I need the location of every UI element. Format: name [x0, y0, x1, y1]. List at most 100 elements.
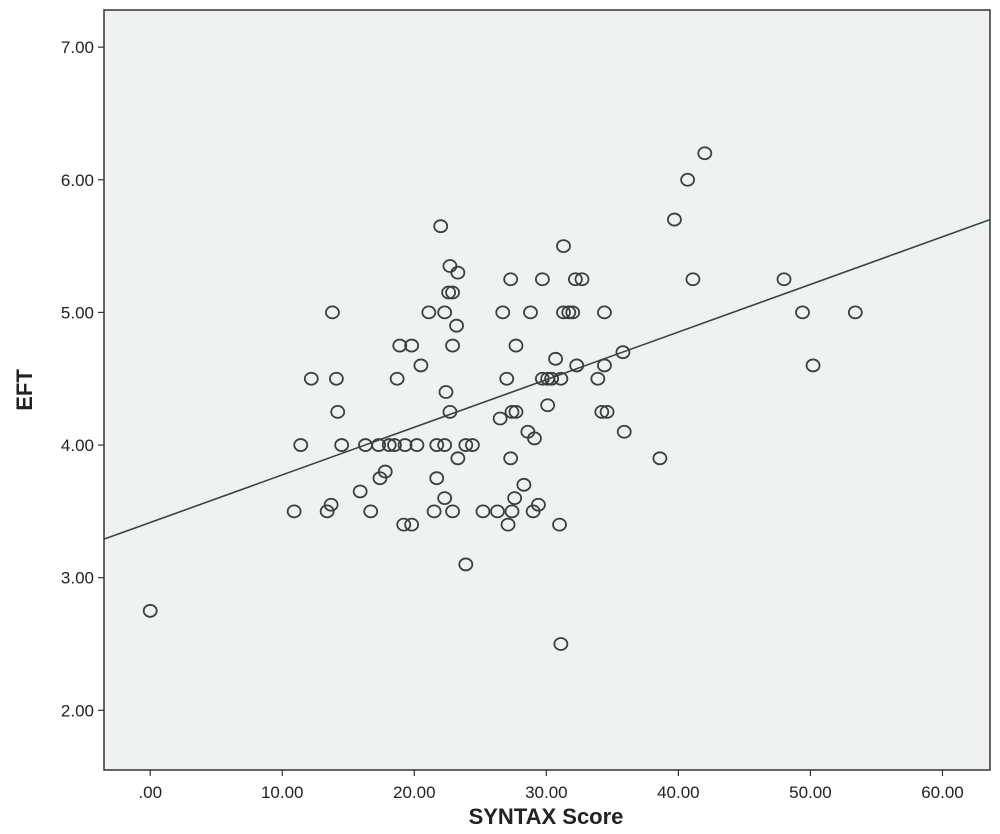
data-point [534, 272, 550, 287]
data-point [429, 438, 445, 452]
data-point [504, 504, 520, 519]
data-point [319, 504, 335, 519]
data-point [569, 358, 585, 373]
data-point [441, 285, 457, 300]
data-point [389, 371, 405, 386]
data-point [458, 438, 474, 452]
y-tick-label: 5.00 [61, 303, 94, 322]
data-point [323, 497, 339, 512]
data-point [616, 424, 632, 439]
data-point [503, 451, 519, 466]
regression-line [103, 218, 991, 540]
data-point [685, 272, 701, 287]
data-point [492, 411, 508, 426]
x-tick-label: 60.00 [921, 783, 964, 802]
data-point [303, 371, 319, 386]
data-point [433, 219, 449, 234]
data-point [458, 557, 474, 572]
data-point [442, 404, 458, 419]
data-point [377, 464, 393, 479]
data-point [387, 438, 402, 452]
data-point [325, 305, 340, 320]
data-point [504, 404, 520, 419]
data-point [429, 471, 445, 486]
data-point [567, 272, 583, 287]
data-point [667, 212, 682, 227]
data-point [805, 358, 821, 373]
data-point [409, 438, 425, 452]
data-point [426, 504, 442, 519]
data-point [445, 504, 460, 519]
data-point [475, 504, 491, 519]
data-point [561, 305, 577, 320]
data-point [437, 438, 453, 452]
data-point [330, 404, 346, 419]
data-point [503, 272, 519, 287]
x-axis-label: SYNTAX Score [469, 804, 624, 829]
y-tick-label: 3.00 [61, 569, 94, 588]
data-point [508, 404, 524, 419]
data-point [464, 438, 480, 452]
x-tick-label: 30.00 [525, 783, 568, 802]
data-point [404, 517, 420, 532]
data-point [553, 637, 569, 651]
data-point [527, 431, 542, 446]
data-point [590, 371, 606, 386]
data-point [523, 305, 538, 320]
data-point [328, 371, 344, 386]
data-point [516, 477, 532, 492]
data-point [594, 404, 610, 419]
data-point [352, 484, 368, 499]
data-point [680, 172, 696, 187]
y-tick-label: 4.00 [61, 436, 94, 455]
data-point [445, 338, 460, 353]
data-point [495, 305, 511, 320]
data-point [404, 338, 420, 353]
x-axis: .00 10.00 20.00 30.00 40.00 50.00 60.00 [138, 770, 964, 802]
data-point [556, 239, 571, 253]
data-point [534, 371, 550, 386]
data-point [599, 404, 615, 419]
data-point [544, 371, 560, 386]
data-point [531, 497, 546, 512]
data-point [552, 517, 567, 532]
x-tick-label: 40.00 [657, 783, 700, 802]
x-tick-label: 20.00 [393, 783, 436, 802]
data-point [449, 318, 464, 333]
data-point [437, 491, 453, 505]
data-point [334, 438, 350, 452]
data-point [776, 272, 792, 287]
data-point [381, 438, 397, 452]
data-point [371, 438, 387, 452]
data-point [507, 491, 523, 505]
data-point [286, 504, 302, 519]
data-point [540, 398, 556, 413]
y-tick-label: 6.00 [61, 171, 94, 190]
data-point [445, 285, 460, 300]
data-point [293, 438, 309, 452]
data-point [795, 305, 810, 320]
data-point [597, 305, 612, 320]
data-point [450, 451, 466, 466]
data-point [615, 345, 631, 360]
y-axis-label: EFT [12, 369, 37, 411]
x-tick-label: 50.00 [789, 783, 832, 802]
data-point [565, 305, 581, 320]
data-point [392, 338, 408, 353]
data-point [499, 371, 515, 386]
plot-area [103, 9, 991, 771]
data-point [597, 358, 612, 373]
data-point [553, 371, 569, 386]
data-point [396, 517, 412, 532]
y-axis: 2.00 3.00 4.00 5.00 6.00 7.00 [61, 38, 104, 720]
y-tick-label: 2.00 [61, 701, 94, 720]
data-point [500, 517, 516, 532]
data-point [697, 146, 713, 161]
data-point [847, 305, 863, 320]
x-tick-label: .00 [138, 783, 162, 802]
data-point [548, 351, 563, 366]
data-point [450, 265, 466, 280]
x-tick-label: 10.00 [261, 783, 304, 802]
data-points [142, 146, 863, 651]
